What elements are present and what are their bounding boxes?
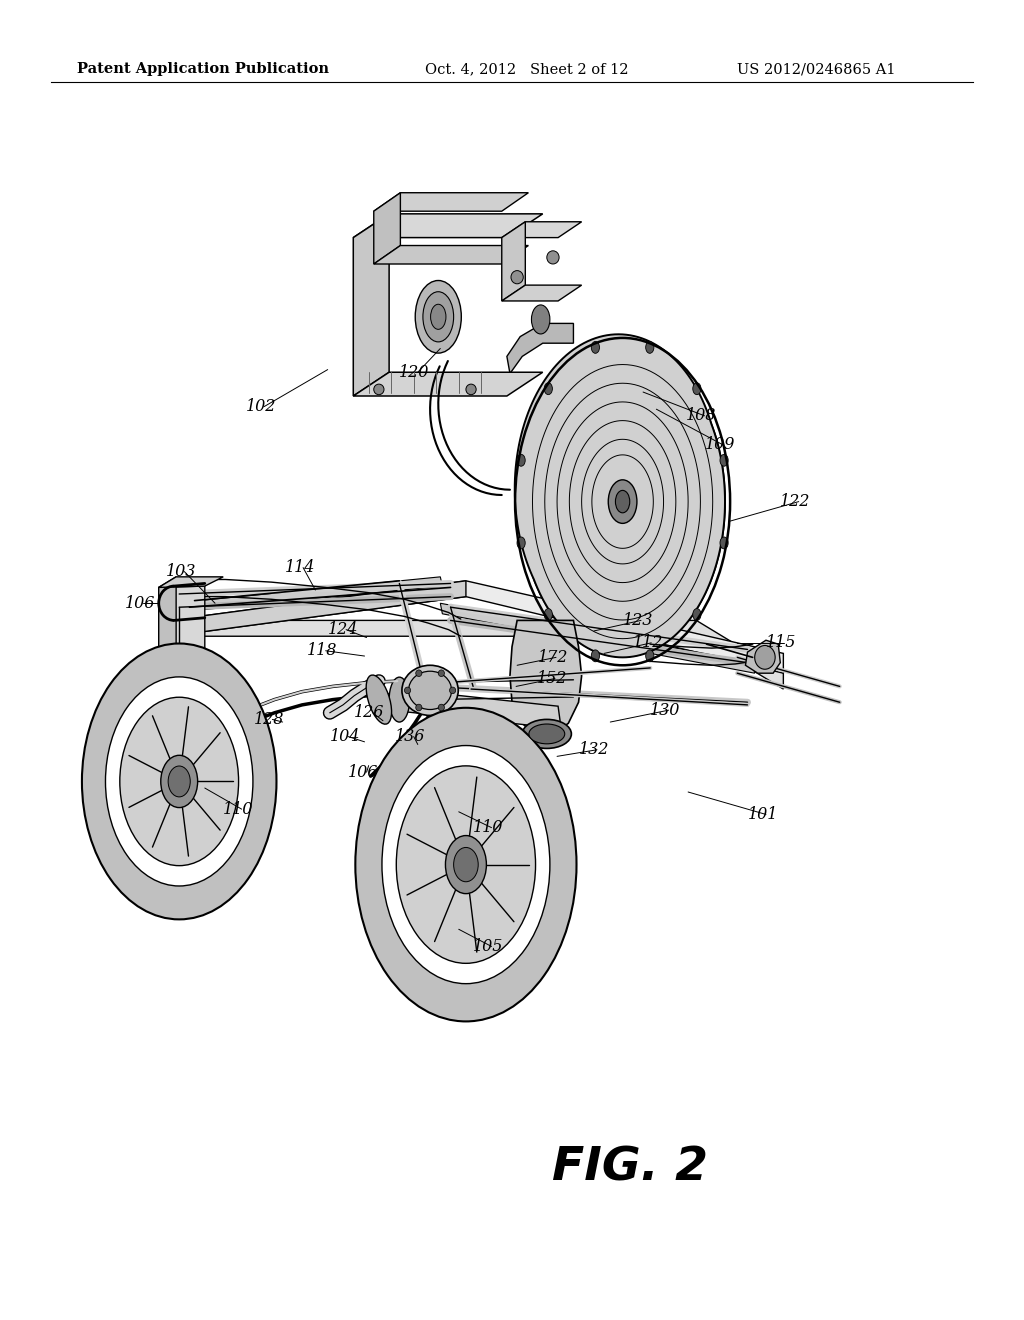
Polygon shape <box>745 640 780 673</box>
Text: 126: 126 <box>354 705 385 721</box>
Ellipse shape <box>168 766 190 797</box>
Ellipse shape <box>520 346 725 657</box>
Polygon shape <box>159 586 205 660</box>
Polygon shape <box>169 581 466 636</box>
Polygon shape <box>440 603 755 673</box>
Ellipse shape <box>466 384 476 395</box>
Ellipse shape <box>693 383 701 395</box>
Text: 124: 124 <box>328 622 358 638</box>
Ellipse shape <box>404 686 411 694</box>
Ellipse shape <box>646 649 654 661</box>
Polygon shape <box>159 577 176 660</box>
Polygon shape <box>169 581 783 673</box>
Ellipse shape <box>367 675 391 725</box>
Text: 128: 128 <box>254 711 285 727</box>
Polygon shape <box>169 620 783 689</box>
Ellipse shape <box>608 480 637 523</box>
Text: US 2012/0246865 A1: US 2012/0246865 A1 <box>737 62 896 77</box>
Ellipse shape <box>430 305 446 329</box>
Ellipse shape <box>720 537 728 549</box>
Polygon shape <box>510 620 582 735</box>
Ellipse shape <box>755 645 775 669</box>
Polygon shape <box>159 577 442 614</box>
Ellipse shape <box>529 723 565 743</box>
Ellipse shape <box>355 708 577 1022</box>
Ellipse shape <box>438 704 444 710</box>
Ellipse shape <box>161 755 198 808</box>
Text: 106: 106 <box>348 764 379 780</box>
Text: 172: 172 <box>538 649 568 665</box>
Ellipse shape <box>416 281 461 352</box>
Ellipse shape <box>531 305 550 334</box>
Text: 130: 130 <box>650 702 681 718</box>
Polygon shape <box>374 246 528 264</box>
Ellipse shape <box>416 671 422 677</box>
Ellipse shape <box>591 342 599 354</box>
Ellipse shape <box>544 609 552 620</box>
Ellipse shape <box>382 746 550 983</box>
Ellipse shape <box>389 677 410 722</box>
Ellipse shape <box>615 491 630 513</box>
Ellipse shape <box>105 677 253 886</box>
Text: 120: 120 <box>399 364 430 380</box>
Ellipse shape <box>693 609 701 620</box>
Ellipse shape <box>120 697 239 866</box>
Ellipse shape <box>454 847 478 882</box>
Ellipse shape <box>450 686 456 694</box>
Text: 115: 115 <box>766 635 797 651</box>
Text: 105: 105 <box>473 939 504 954</box>
Ellipse shape <box>547 251 559 264</box>
Text: 103: 103 <box>166 564 197 579</box>
Polygon shape <box>353 372 543 396</box>
Text: 123: 123 <box>623 612 653 628</box>
Text: 136: 136 <box>395 729 426 744</box>
Polygon shape <box>507 323 573 374</box>
Text: 106: 106 <box>125 595 156 611</box>
Polygon shape <box>353 214 543 238</box>
Polygon shape <box>374 193 400 264</box>
Ellipse shape <box>517 454 525 466</box>
Ellipse shape <box>374 384 384 395</box>
Text: 101: 101 <box>748 807 778 822</box>
Ellipse shape <box>511 271 523 284</box>
Polygon shape <box>502 222 582 238</box>
Ellipse shape <box>396 766 536 964</box>
Ellipse shape <box>423 292 454 342</box>
Text: 118: 118 <box>307 643 338 659</box>
Text: 110: 110 <box>473 820 504 836</box>
Ellipse shape <box>544 383 552 395</box>
Polygon shape <box>374 193 528 211</box>
Polygon shape <box>502 285 582 301</box>
Text: 132: 132 <box>579 742 609 758</box>
Polygon shape <box>515 334 725 657</box>
Polygon shape <box>502 222 525 301</box>
Polygon shape <box>399 689 561 729</box>
Ellipse shape <box>646 342 654 354</box>
Ellipse shape <box>416 704 422 710</box>
Ellipse shape <box>409 671 452 710</box>
Ellipse shape <box>591 649 599 661</box>
Text: Oct. 4, 2012   Sheet 2 of 12: Oct. 4, 2012 Sheet 2 of 12 <box>425 62 629 77</box>
Ellipse shape <box>522 719 571 748</box>
Polygon shape <box>159 577 223 587</box>
Polygon shape <box>353 214 389 396</box>
Text: 112: 112 <box>633 635 664 651</box>
Text: 108: 108 <box>686 408 717 424</box>
Text: 152: 152 <box>537 671 567 686</box>
Ellipse shape <box>445 836 486 894</box>
Text: 104: 104 <box>330 729 360 744</box>
Ellipse shape <box>401 665 459 715</box>
Text: 109: 109 <box>705 437 735 453</box>
Ellipse shape <box>438 671 444 677</box>
Text: 102: 102 <box>246 399 276 414</box>
Ellipse shape <box>720 454 728 466</box>
Text: 110: 110 <box>223 801 254 817</box>
Text: Patent Application Publication: Patent Application Publication <box>77 62 329 77</box>
Ellipse shape <box>517 537 525 549</box>
Text: FIG. 2: FIG. 2 <box>552 1146 708 1191</box>
Ellipse shape <box>82 644 276 920</box>
Text: 114: 114 <box>285 560 315 576</box>
Text: 122: 122 <box>780 494 811 510</box>
